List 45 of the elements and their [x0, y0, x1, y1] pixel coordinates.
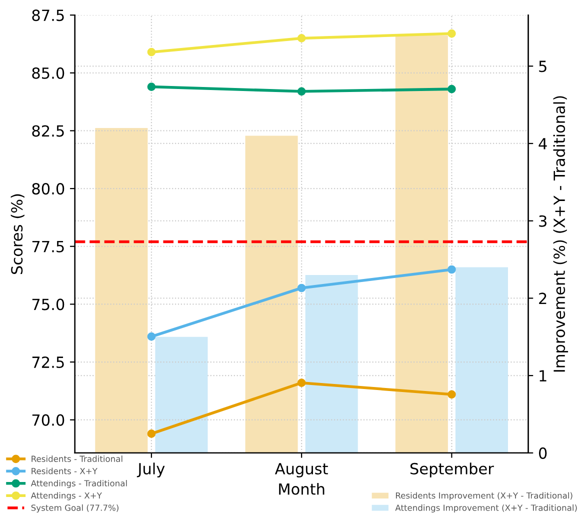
x-tick-label: August	[274, 463, 328, 478]
y-tick-label: 70.0	[32, 414, 64, 426]
y-axis-title: Scores (%)	[10, 194, 24, 274]
bar	[395, 35, 448, 453]
point	[448, 265, 456, 274]
legend-label: Residents - Traditional	[32, 456, 122, 462]
bar	[305, 275, 358, 453]
legend-label: Attendings - Traditional	[30, 480, 127, 488]
point	[448, 29, 456, 38]
y2-tick-label: 2	[539, 292, 546, 304]
y2-axis-title: Improvement (%) (X+Y - Traditional)	[553, 96, 568, 372]
x-tick-label: July	[136, 462, 165, 478]
legend-label: Attendings Improvement (X+Y - Traditional)	[395, 504, 577, 512]
point	[147, 332, 156, 341]
bar	[95, 128, 148, 453]
y-tick-label: 77.5	[32, 241, 64, 252]
y2-tick-label: 4	[538, 138, 547, 150]
point	[297, 284, 306, 292]
legend-label: Residents Improvement (X+Y - Traditional)	[396, 492, 572, 500]
bar	[155, 336, 208, 453]
legend-label: Attendings - X+Y	[30, 492, 102, 500]
y-tick-label: 82.5	[32, 125, 64, 137]
bar	[245, 136, 298, 453]
point	[147, 430, 156, 438]
point	[297, 378, 306, 388]
bar	[455, 267, 508, 453]
legend-label: System Goal (77.7%)	[31, 504, 118, 512]
y-tick-label: 85.0	[32, 67, 64, 79]
x-tick-label: September	[410, 462, 494, 478]
point	[448, 390, 456, 399]
y2-tick-label: 0	[538, 447, 547, 459]
y-tick-label: 80.0	[32, 183, 64, 195]
y-tick-label: 72.5	[32, 356, 64, 368]
point	[297, 34, 306, 42]
legend-label: Residents - X+Y	[32, 468, 98, 474]
y-tick-label: 87.5	[32, 10, 64, 22]
point	[147, 48, 156, 56]
point	[297, 87, 306, 96]
point	[147, 82, 156, 91]
x-axis-title: Month	[279, 482, 324, 495]
point	[448, 84, 456, 94]
y2-tick-label: 5	[539, 60, 546, 72]
y2-tick-label: 3	[539, 215, 546, 227]
y2-tick-label: 1	[540, 370, 546, 382]
y-tick-label: 75.0	[32, 298, 64, 310]
